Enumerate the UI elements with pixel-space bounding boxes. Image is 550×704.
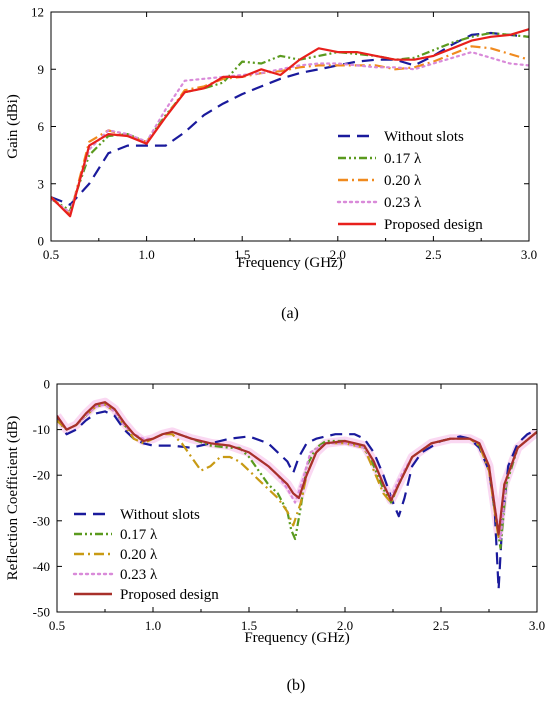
legend-label: 0.20 λ [384,173,422,189]
chart-a: 0.5 1.0 1.5 2.0 2.5 3.0 0 3 6 9 12 Frequency (GHz) G… [5,5,537,323]
x-tick-label: 1.0 [145,618,161,633]
y-axis-title: Reflection Coefficient (dB) [5,416,21,581]
x-tick-label: 2.0 [330,247,346,262]
y-tick-label: -20 [33,468,50,483]
y-tick-label: -50 [33,605,50,620]
y-axis-title: Gain (dBi) [5,94,21,159]
legend-label: Without slots [120,507,200,523]
x-tick-label: 2.5 [433,618,449,633]
x-tick-label: 2.5 [425,247,441,262]
series-line-3 [57,403,537,541]
legend-label: Proposed design [384,217,483,233]
x-tick-label: 1.5 [241,618,257,633]
legend-label: Without slots [384,129,464,145]
legend-label: 0.23 λ [384,195,422,211]
series-line-4 [57,401,537,536]
y-tick-label: 0 [44,377,51,392]
x-axis-title: Frequency (GHz) [237,255,342,271]
y-tick-label: -40 [33,559,50,574]
x-axis-title: Frequency (GHz) [244,630,349,646]
legend-label: 0.17 λ [120,527,158,543]
x-tick-label: 0.5 [49,618,65,633]
y-tick-label: 6 [38,119,45,134]
x-tick-label: 3.0 [529,618,545,633]
y-tick-label: 3 [38,176,45,191]
y-tick-label: -10 [33,422,50,437]
series-line-1 [51,31,529,212]
x-tick-label: 0.5 [43,247,59,262]
legend-label: 0.17 λ [384,151,422,167]
y-tick-label: 9 [38,62,45,77]
figure-caption: (a) [281,305,299,322]
series-line-4 [51,28,529,218]
y-tick-label: 12 [31,5,44,20]
x-tick-label: 1.5 [234,247,250,262]
y-tick-label: 0 [38,234,45,249]
legend-label: 0.20 λ [120,547,158,563]
legend: Without slots 0.17 λ 0.20 λ 0.23 λ Proposed … [336,129,483,233]
legend-label: 0.23 λ [120,567,158,583]
x-tick-label: 2.0 [337,618,353,633]
x-tick-label: 3.0 [521,247,537,262]
series-line-0 [51,31,529,206]
legend: Without slots 0.17 λ 0.20 λ 0.23 λ Proposed … [72,507,219,603]
series-line-3 [51,51,529,214]
chart-b: 0.5 1.0 1.5 2.0 2.5 3.0 0 -10 -20 -30 -40 -50 Freque… [5,377,545,695]
legend-label: Proposed design [120,587,219,603]
x-tick-label: 1.0 [138,247,154,262]
y-tick-label: -30 [33,513,50,528]
figure-caption: (b) [287,677,306,694]
